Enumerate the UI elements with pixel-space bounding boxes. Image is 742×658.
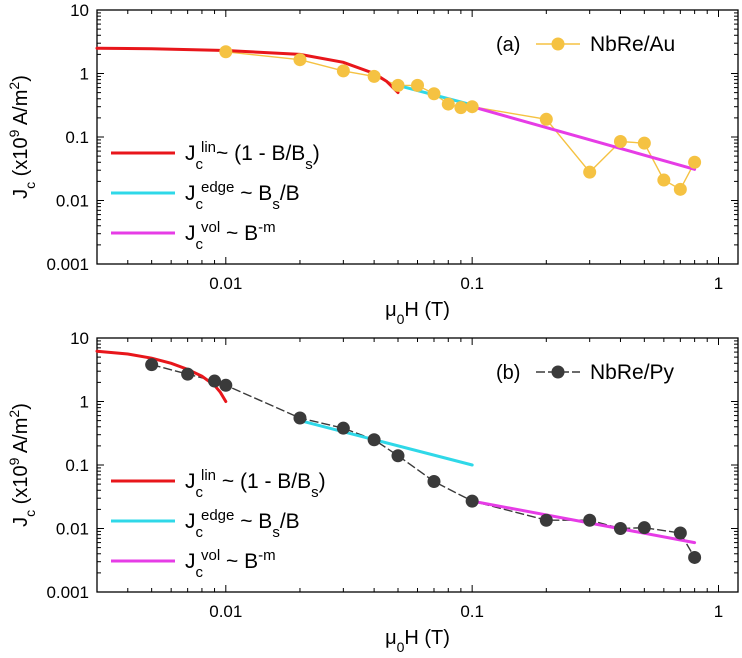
data-point (219, 378, 233, 392)
data-point (411, 78, 424, 92)
y-tick-label: 1 (80, 65, 89, 84)
y-tick-label: 10 (70, 1, 89, 20)
data-point (391, 449, 405, 463)
legend-series-name: NbRe/Py (590, 361, 675, 384)
y-tick-label: 1 (80, 393, 89, 412)
fit-curve-lin (95, 46, 400, 95)
data-point (145, 358, 159, 372)
data-point (336, 64, 350, 78)
x-tick-label: 0.1 (460, 274, 484, 293)
data-point (427, 87, 441, 101)
y-tick-label: 0.01 (56, 520, 89, 539)
data-point (673, 182, 687, 196)
data-point (336, 421, 350, 435)
data-point (613, 134, 627, 148)
x-tick-label: 1 (714, 274, 723, 293)
data-point (391, 78, 405, 92)
y-axis-title: Jc (x109 A/m2) (6, 403, 38, 527)
legend-series-marker (551, 37, 565, 51)
data-point (181, 367, 195, 381)
data-point (441, 97, 455, 111)
data-point (293, 53, 307, 67)
panel-b: 0.01 0.1 1 0.001 0.01 0.1 1 10 μ0H (T) Jc (x109 A… (6, 329, 739, 655)
x-axis-title: μ0H (T) (385, 299, 450, 327)
data-point (454, 101, 468, 115)
data-point (637, 136, 651, 150)
data-point (688, 155, 702, 169)
x-axis-title: μ0H (T) (385, 627, 450, 655)
legend-series-name: NbRe/Au (590, 33, 675, 56)
data-point (465, 494, 479, 508)
panel-label: (b) (496, 362, 520, 384)
data-point (427, 474, 441, 488)
y-tick-label: 0.001 (46, 255, 89, 274)
data-point (208, 374, 222, 388)
panel-a: 0.01 0.1 1 0.001 0.01 0.1 1 10 μ0H (T) Jc (x109 A… (6, 1, 739, 327)
legend-fit-label-lin: Jclin ~ (1 - B/Bs) (185, 467, 326, 501)
data-point (688, 550, 702, 564)
y-tick-label: 10 (70, 329, 89, 348)
y-axis-title: Jc (x109 A/m2) (6, 75, 38, 199)
y-tick-label: 0.01 (56, 192, 89, 211)
x-tick-label: 0.01 (209, 602, 242, 621)
x-tick-label: 1 (714, 602, 723, 621)
data-point (293, 411, 307, 425)
data-point (583, 513, 597, 527)
fit-curve-lin (95, 349, 228, 403)
fit-curve-vol (470, 105, 697, 171)
legend-fit-label-lin: Jclin~ (1 - B/Bs) (185, 139, 320, 173)
legend-fit-label-vol: Jcvol ~ B-m (185, 219, 276, 253)
data-point (367, 69, 381, 83)
data-point (673, 526, 687, 540)
fit-curve-edge (298, 419, 474, 467)
panel-label: (a) (496, 34, 520, 56)
data-point (637, 521, 651, 535)
y-tick-label: 0.1 (65, 456, 89, 475)
data-point (613, 522, 627, 535)
data-point (583, 165, 597, 179)
y-tick-label: 0.001 (46, 583, 89, 602)
data-point (657, 173, 671, 187)
legend-fit-label-edge: Jcedge ~ Bs/B (185, 507, 300, 541)
data-point (465, 100, 479, 114)
data-point (219, 45, 233, 59)
x-tick-label: 0.01 (209, 274, 242, 293)
data-series-line (225, 51, 696, 191)
legend-series-marker (551, 365, 565, 379)
legend-fit-label-edge: Jcedge ~ Bs/B (185, 179, 300, 213)
y-tick-label: 0.1 (65, 128, 89, 147)
legend-fit-label-vol: Jcvol ~ B-m (185, 547, 276, 581)
data-point (539, 513, 553, 527)
data-point (539, 112, 553, 126)
data-point (367, 433, 381, 447)
x-tick-label: 0.1 (460, 602, 484, 621)
